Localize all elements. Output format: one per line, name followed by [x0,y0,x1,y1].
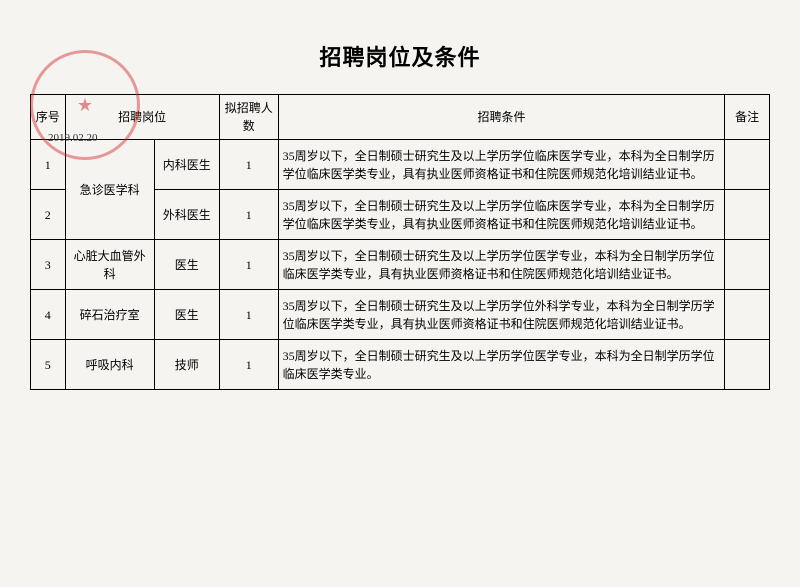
recruitment-table: 序号 招聘岗位 拟招聘人数 招聘条件 备注 1 急诊医学科 内科医生 1 35周… [30,94,770,390]
cell-number: 1 [219,140,278,190]
cell-number: 1 [219,340,278,390]
header-note: 备注 [725,95,770,140]
cell-note [725,290,770,340]
cell-role: 内科医生 [154,140,219,190]
cell-role: 技师 [154,340,219,390]
cell-note [725,340,770,390]
header-requirements: 招聘条件 [278,95,725,140]
table-row: 1 急诊医学科 内科医生 1 35周岁以下，全日制硕士研究生及以上学历学位临床医… [31,140,770,190]
table-row: 3 心脏大血管外科 医生 1 35周岁以下，全日制硕士研究生及以上学历学位医学专… [31,240,770,290]
cell-index: 3 [31,240,66,290]
cell-department: 心脏大血管外科 [65,240,154,290]
table-row: 4 碎石治疗室 医生 1 35周岁以下，全日制硕士研究生及以上学历学位外科学专业… [31,290,770,340]
cell-requirement: 35周岁以下，全日制硕士研究生及以上学历学位临床医学专业，本科为全日制学历学位临… [278,190,725,240]
cell-department: 呼吸内科 [65,340,154,390]
cell-role: 医生 [154,240,219,290]
cell-number: 1 [219,290,278,340]
cell-role: 医生 [154,290,219,340]
cell-index: 5 [31,340,66,390]
cell-requirement: 35周岁以下，全日制硕士研究生及以上学历学位临床医学专业，本科为全日制学历学位临… [278,140,725,190]
cell-department: 碎石治疗室 [65,290,154,340]
cell-requirement: 35周岁以下，全日制硕士研究生及以上学历学位外科学专业，本科为全日制学历学位临床… [278,290,725,340]
cell-requirement: 35周岁以下，全日制硕士研究生及以上学历学位医学专业，本科为全日制学历学位临床医… [278,240,725,290]
cell-note [725,240,770,290]
header-planned: 拟招聘人数 [219,95,278,140]
table-header-row: 序号 招聘岗位 拟招聘人数 招聘条件 备注 [31,95,770,140]
cell-index: 2 [31,190,66,240]
stamp-star-icon: ★ [71,91,99,119]
cell-number: 1 [219,190,278,240]
stamp-date: 2019.02.20 [48,132,98,144]
table-row: 5 呼吸内科 技师 1 35周岁以下，全日制硕士研究生及以上学历学位医学专业，本… [31,340,770,390]
cell-index: 4 [31,290,66,340]
cell-requirement: 35周岁以下，全日制硕士研究生及以上学历学位医学专业，本科为全日制学历学位临床医… [278,340,725,390]
cell-number: 1 [219,240,278,290]
cell-note [725,140,770,190]
cell-note [725,190,770,240]
cell-role: 外科医生 [154,190,219,240]
